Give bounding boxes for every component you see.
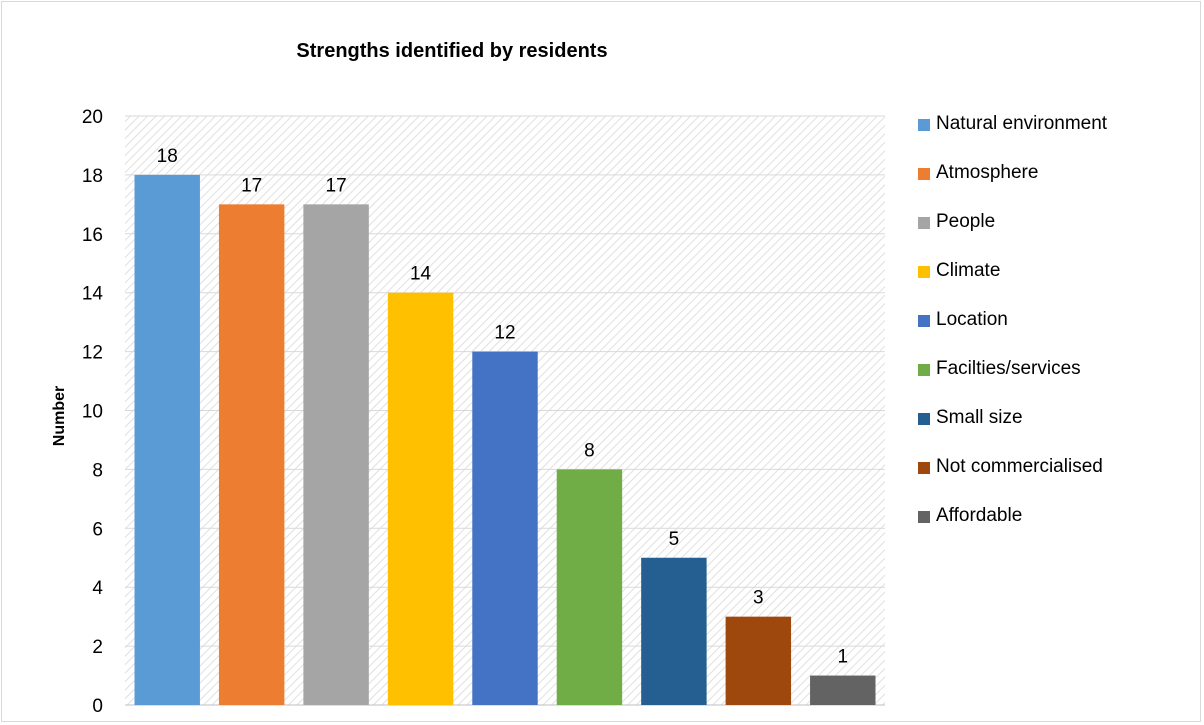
legend-swatch: [918, 413, 930, 425]
legend-label: Natural environment: [936, 113, 1108, 134]
legend: Natural environment Atmosphere People Clima…: [918, 112, 1198, 553]
legend-item: Small size: [918, 406, 1198, 455]
data-label-9: 1: [837, 647, 848, 668]
legend-swatch: [918, 168, 930, 180]
bar-8: [725, 616, 792, 705]
data-label-1: 18: [157, 146, 178, 167]
data-label-6: 8: [584, 440, 595, 461]
data-label-3: 17: [326, 175, 347, 196]
y-tick-label: 10: [82, 402, 103, 423]
y-tick-label: 8: [92, 460, 103, 481]
y-tick-label: 2: [92, 637, 103, 658]
legend-item: Atmosphere: [918, 161, 1198, 210]
legend-label: Location: [936, 309, 1008, 330]
y-tick-label: 0: [92, 696, 103, 717]
legend-label: Facilties/services: [936, 358, 1081, 379]
y-tick-label: 18: [82, 166, 103, 187]
legend-swatch: [918, 462, 930, 474]
legend-item: Affordable: [918, 504, 1198, 553]
data-label-8: 3: [753, 588, 764, 609]
bars: [134, 174, 876, 705]
legend-swatch: [918, 315, 930, 327]
legend-swatch: [918, 217, 930, 229]
legend-label: People: [936, 211, 996, 232]
data-label-5: 12: [494, 323, 515, 344]
data-label-2: 17: [241, 175, 262, 196]
bar-6: [556, 469, 623, 705]
y-tick-label: 14: [82, 284, 104, 305]
legend-swatch: [918, 119, 930, 131]
legend-item: Location: [918, 308, 1198, 357]
data-label-7: 5: [669, 529, 680, 550]
bar-1: [134, 174, 200, 705]
bar-9: [810, 675, 876, 705]
legend-label: Affordable: [936, 505, 1023, 526]
data-label-4: 14: [410, 264, 432, 285]
legend-swatch: [918, 511, 930, 523]
legend-label: Atmosphere: [936, 162, 1039, 183]
chart-title: Strengths identified by residents: [296, 40, 608, 62]
bar-5: [472, 351, 538, 705]
y-tick-label: 12: [82, 343, 103, 364]
y-axis-ticks: 0 2 4 6 8 10 12 14 16 18 20: [82, 107, 104, 717]
legend-item: Not commercialised: [918, 455, 1198, 504]
y-tick-label: 16: [82, 225, 103, 246]
legend-item: People: [918, 210, 1198, 259]
legend-label: Climate: [936, 260, 1001, 281]
y-tick-label: 4: [92, 578, 103, 599]
bar-3: [303, 204, 369, 705]
legend-label: Not commercialised: [936, 456, 1103, 477]
legend-swatch: [918, 364, 930, 376]
y-tick-label: 20: [82, 107, 103, 128]
data-labels: 18 17 17 14 12 8 5 3 1: [157, 146, 848, 668]
bar-7: [641, 557, 707, 705]
legend-label: Small size: [936, 407, 1023, 428]
legend-swatch: [918, 266, 930, 278]
bar-4: [387, 292, 454, 705]
bar-2: [218, 204, 285, 705]
legend-item: Climate: [918, 259, 1198, 308]
y-tick-label: 6: [92, 519, 103, 540]
legend-item: Facilties/services: [918, 357, 1198, 406]
legend-item: Natural environment: [918, 112, 1198, 161]
